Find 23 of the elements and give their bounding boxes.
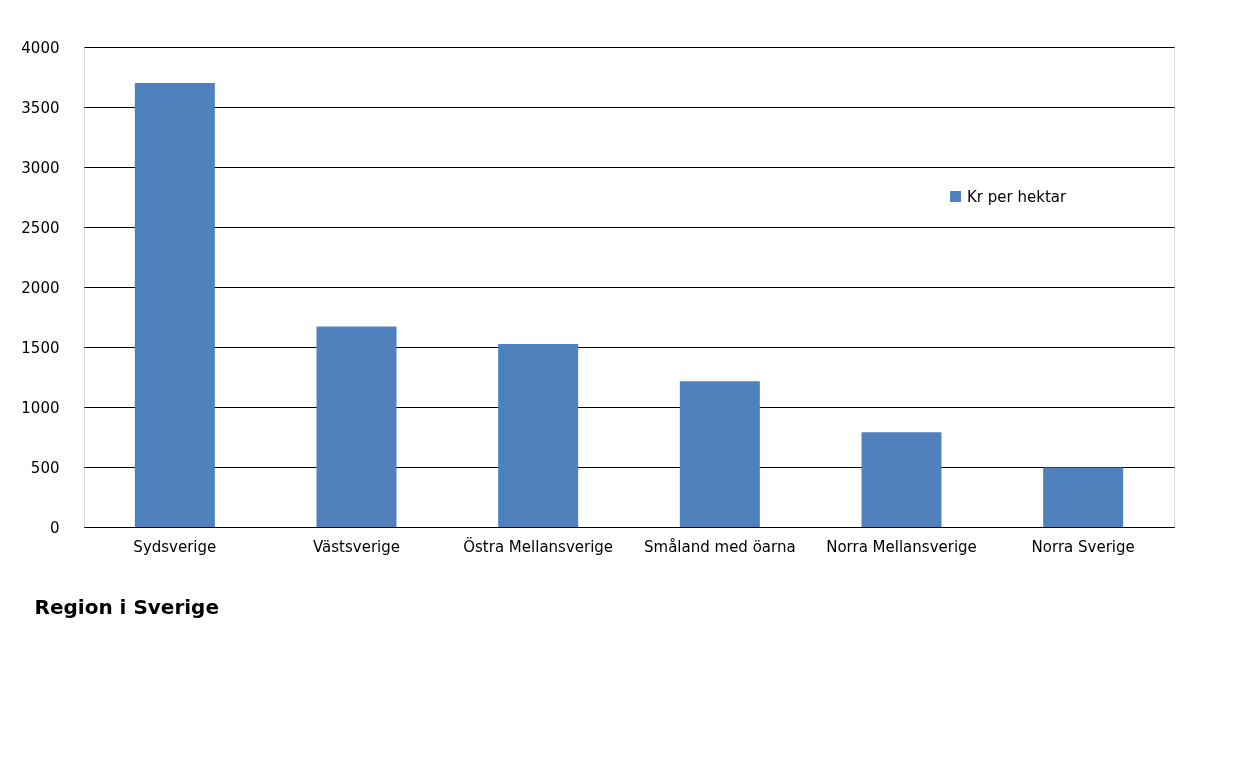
bar (1043, 467, 1124, 527)
bar (134, 83, 215, 527)
x-tick-label: Sydsverige (133, 537, 217, 556)
y-tick-label: 2500 (21, 218, 60, 237)
y-tick-label: 4000 (21, 38, 60, 57)
y-tick-label: 1000 (21, 398, 60, 417)
bar (316, 326, 397, 527)
x-tick-label: Norra Sverige (1031, 537, 1135, 556)
x-tick-label: Norra Mellansverige (826, 537, 977, 556)
x-tick-label: Östra Mellansverige (463, 536, 614, 556)
bar (679, 381, 760, 527)
y-tick-label: 0 (49, 518, 60, 537)
bar (861, 432, 942, 527)
y-tick-label: 2000 (21, 278, 60, 297)
x-tick-label: Västsverige (313, 537, 400, 556)
x-tick-label: Småland med öarna (644, 537, 796, 556)
legend-label: Kr per hektar (967, 187, 1067, 206)
y-tick-label: 1500 (21, 338, 60, 357)
bar (498, 344, 579, 527)
y-tick-label: 500 (30, 458, 60, 477)
y-tick-label: 3500 (21, 98, 60, 117)
y-tick-label: 3000 (21, 158, 60, 177)
x-axis-title: Region i Sverige (34, 594, 220, 619)
